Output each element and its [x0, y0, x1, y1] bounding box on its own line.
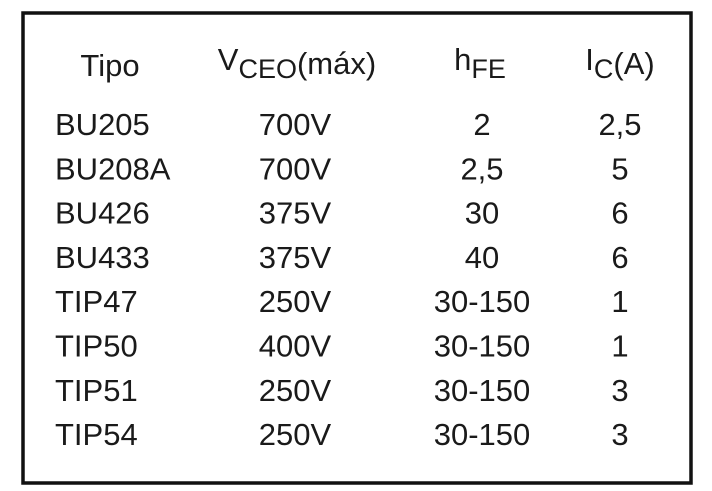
- header-subscript: FE: [471, 54, 506, 84]
- table-cell: TIP50: [55, 329, 138, 364]
- header-suffix: (máx): [297, 46, 376, 81]
- header-symbol: V: [218, 42, 239, 77]
- column-header: hFE: [454, 42, 506, 84]
- table-border: [21, 11, 693, 485]
- table-cell: 250V: [259, 417, 332, 452]
- table-cell: 1: [611, 329, 628, 364]
- table-cell: 700V: [259, 107, 332, 142]
- table-cell: 3: [611, 417, 628, 452]
- table-cell: 6: [611, 240, 628, 275]
- table-cell: 250V: [259, 284, 332, 319]
- table-cell: 30-150: [434, 284, 531, 319]
- table-cell: 30-150: [434, 373, 531, 408]
- column-header: VCEO(máx): [218, 42, 376, 84]
- table-cell: 2,5: [460, 151, 503, 186]
- table-cell: TIP54: [55, 417, 138, 452]
- table-cell: 2: [473, 107, 490, 142]
- table-cell: 250V: [259, 373, 332, 408]
- table-cell: BU208A: [55, 151, 171, 186]
- table-cell: 375V: [259, 196, 332, 231]
- table-cell: 30-150: [434, 329, 531, 364]
- table-cell: 40: [465, 240, 499, 275]
- header-symbol: h: [454, 42, 471, 77]
- table-cell: BU433: [55, 240, 150, 275]
- table-cell: 700V: [259, 151, 332, 186]
- table-cell: 2,5: [598, 107, 641, 142]
- header-suffix: (A): [613, 46, 654, 81]
- header-subscript: CEO: [238, 54, 297, 84]
- table-cell: 1: [611, 284, 628, 319]
- table-cell: TIP47: [55, 284, 138, 319]
- column-header: Tipo: [80, 48, 139, 83]
- table-cell: 6: [611, 196, 628, 231]
- header-symbol: I: [585, 42, 594, 77]
- table-cell: 3: [611, 373, 628, 408]
- header-symbol: Tipo: [80, 48, 139, 83]
- table-cell: 400V: [259, 329, 332, 364]
- header-subscript: C: [594, 54, 614, 84]
- table-cell: 375V: [259, 240, 332, 275]
- table-cell: BU426: [55, 196, 150, 231]
- table-cell: 5: [611, 151, 628, 186]
- table-cell: 30: [465, 196, 499, 231]
- table-cell: 30-150: [434, 417, 531, 452]
- table-cell: BU205: [55, 107, 150, 142]
- table-cell: TIP51: [55, 373, 138, 408]
- column-header: IC(A): [585, 42, 654, 84]
